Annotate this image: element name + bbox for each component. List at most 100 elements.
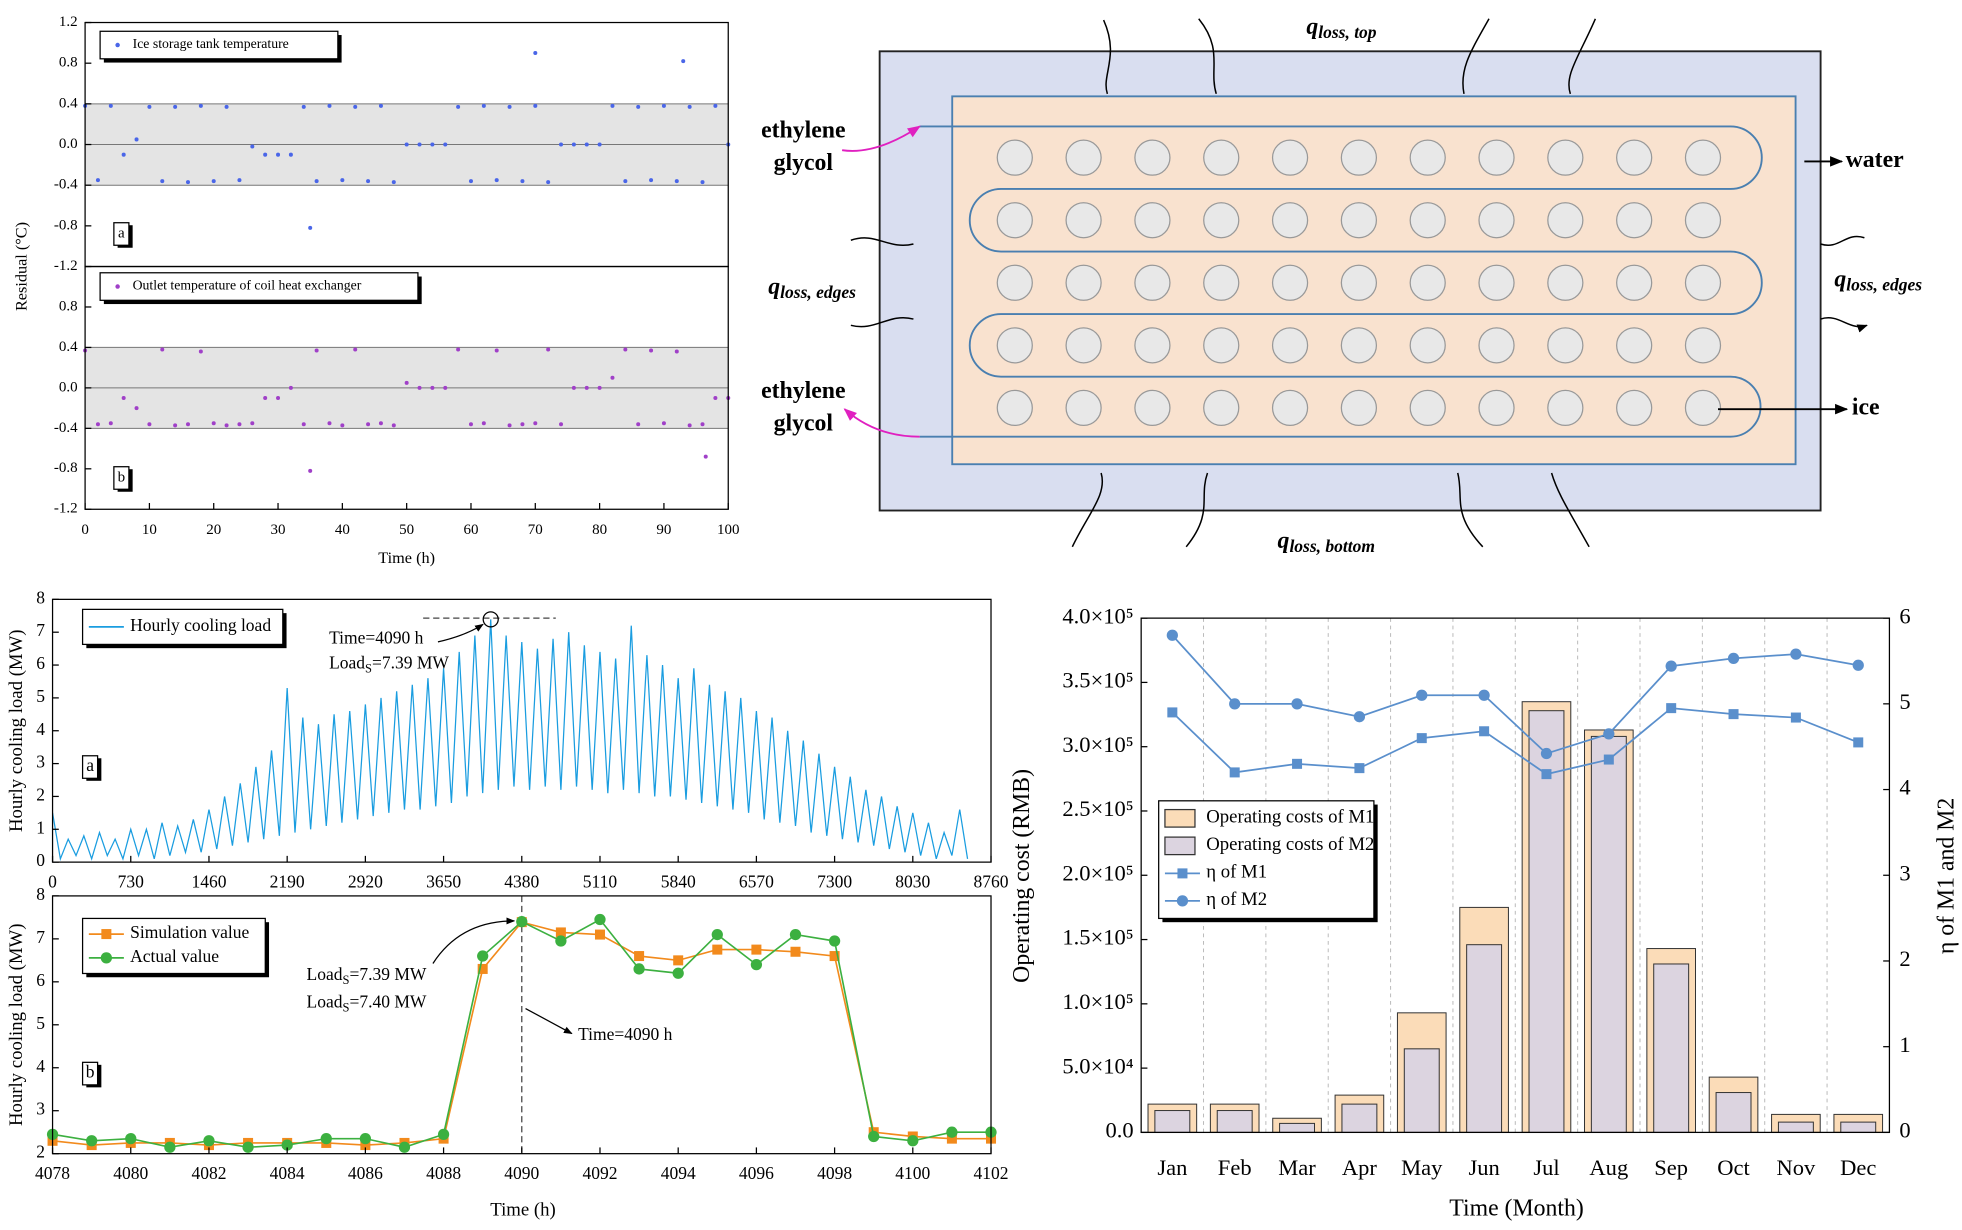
panel-label: a	[86, 755, 94, 775]
y-tick-label: 0.4	[59, 95, 78, 111]
marker	[1727, 652, 1740, 665]
point	[687, 423, 692, 428]
y2-tick-label: 0	[1899, 1118, 1910, 1143]
point	[703, 454, 708, 459]
legend-label: Operating costs of M1	[1206, 807, 1374, 828]
ice-ball	[1203, 139, 1240, 176]
point	[276, 152, 281, 157]
x-tick-label: 3650	[426, 871, 461, 891]
ice-ball	[1478, 264, 1515, 301]
point	[546, 180, 551, 185]
subscript: loss, bottom	[1289, 536, 1375, 556]
point	[366, 179, 371, 184]
ice-ball	[1065, 389, 1102, 427]
legend-label: Outlet temperature of coil heat exchange…	[133, 278, 362, 293]
ice-ball	[1271, 139, 1309, 176]
panel-label-box	[113, 466, 130, 490]
y-tick-label: -1.2	[54, 258, 78, 274]
point	[173, 104, 178, 109]
point	[507, 423, 512, 428]
heat-loss-edges-left-label: qloss, edges	[768, 274, 856, 302]
ice-ball	[1409, 264, 1446, 301]
ice-ball	[1134, 139, 1171, 176]
point	[378, 103, 383, 108]
ice-ball	[1616, 139, 1653, 176]
series-line	[1171, 707, 1859, 776]
y-tick-label: -0.4	[54, 177, 78, 193]
point	[224, 423, 229, 428]
point	[417, 385, 422, 390]
ice-ball	[1616, 327, 1653, 364]
y-tick-label: 0.0	[1105, 1118, 1133, 1143]
point	[456, 347, 461, 352]
point	[378, 421, 383, 426]
point	[108, 103, 113, 108]
x-tick-label: 4088	[426, 1163, 461, 1183]
x-tick-label: 0	[48, 871, 57, 891]
ice-ball	[1547, 264, 1584, 301]
marker	[477, 950, 489, 962]
marker	[1665, 660, 1677, 672]
line: glycol	[774, 411, 834, 437]
marker	[242, 1141, 254, 1153]
x-tick-label: 4096	[739, 1163, 774, 1183]
y-tick-label: 0.4	[59, 339, 78, 355]
point	[713, 103, 718, 108]
point	[584, 385, 589, 390]
marker	[516, 916, 528, 928]
ice-ball	[996, 202, 1033, 239]
point	[353, 104, 358, 109]
marker	[1852, 659, 1864, 671]
point	[520, 422, 525, 427]
y-tick-label: -1.2	[54, 501, 78, 517]
x-tick-label: Oct	[1717, 1155, 1750, 1180]
ice-ball	[1547, 202, 1584, 239]
point	[237, 178, 242, 183]
point	[404, 142, 409, 147]
point	[649, 178, 654, 183]
legend-box	[99, 272, 419, 301]
annotation: Time=4090 h	[578, 1024, 673, 1044]
y-axis-label: Operating cost (RMB)	[1009, 769, 1035, 983]
y-tick-label: 5.0×10⁴	[1062, 1053, 1133, 1078]
marker	[125, 1133, 137, 1145]
subscript: loss, edges	[1846, 275, 1922, 295]
point	[649, 348, 654, 353]
ice-ball	[1065, 327, 1102, 364]
marker	[281, 1139, 293, 1151]
marker	[946, 1133, 957, 1144]
point	[468, 422, 473, 427]
ice-ball	[996, 264, 1033, 301]
point	[520, 179, 525, 184]
ice-balls	[996, 139, 1722, 427]
point	[160, 179, 165, 184]
x-tick-label: 2920	[348, 871, 383, 891]
point	[391, 423, 396, 428]
x-tick-label: Feb	[1218, 1155, 1252, 1180]
ice-ball	[1271, 389, 1309, 427]
ice-ball	[1065, 202, 1102, 239]
point	[288, 385, 293, 390]
marker	[789, 928, 802, 941]
legend-marker	[101, 929, 112, 940]
point	[430, 385, 435, 390]
y-tick-label: 0	[36, 850, 45, 870]
ice-ball	[1203, 264, 1240, 301]
point	[340, 423, 345, 428]
marker	[1540, 747, 1553, 760]
marker	[1166, 629, 1178, 641]
y-tick-label: 4.0×10⁵	[1062, 603, 1133, 628]
legend-marker	[1176, 895, 1189, 907]
point	[211, 179, 216, 184]
legend-box	[99, 30, 339, 60]
panel-label-box	[81, 1061, 99, 1086]
point	[443, 385, 448, 390]
marker	[1603, 754, 1614, 765]
ice-ball	[1409, 327, 1446, 364]
point	[559, 422, 564, 427]
point	[494, 348, 499, 353]
legend-label: Ice storage tank temperature	[133, 36, 289, 51]
y-axis-label: Hourly cooling load (MW)	[6, 629, 27, 832]
symbol: q	[1834, 267, 1846, 293]
